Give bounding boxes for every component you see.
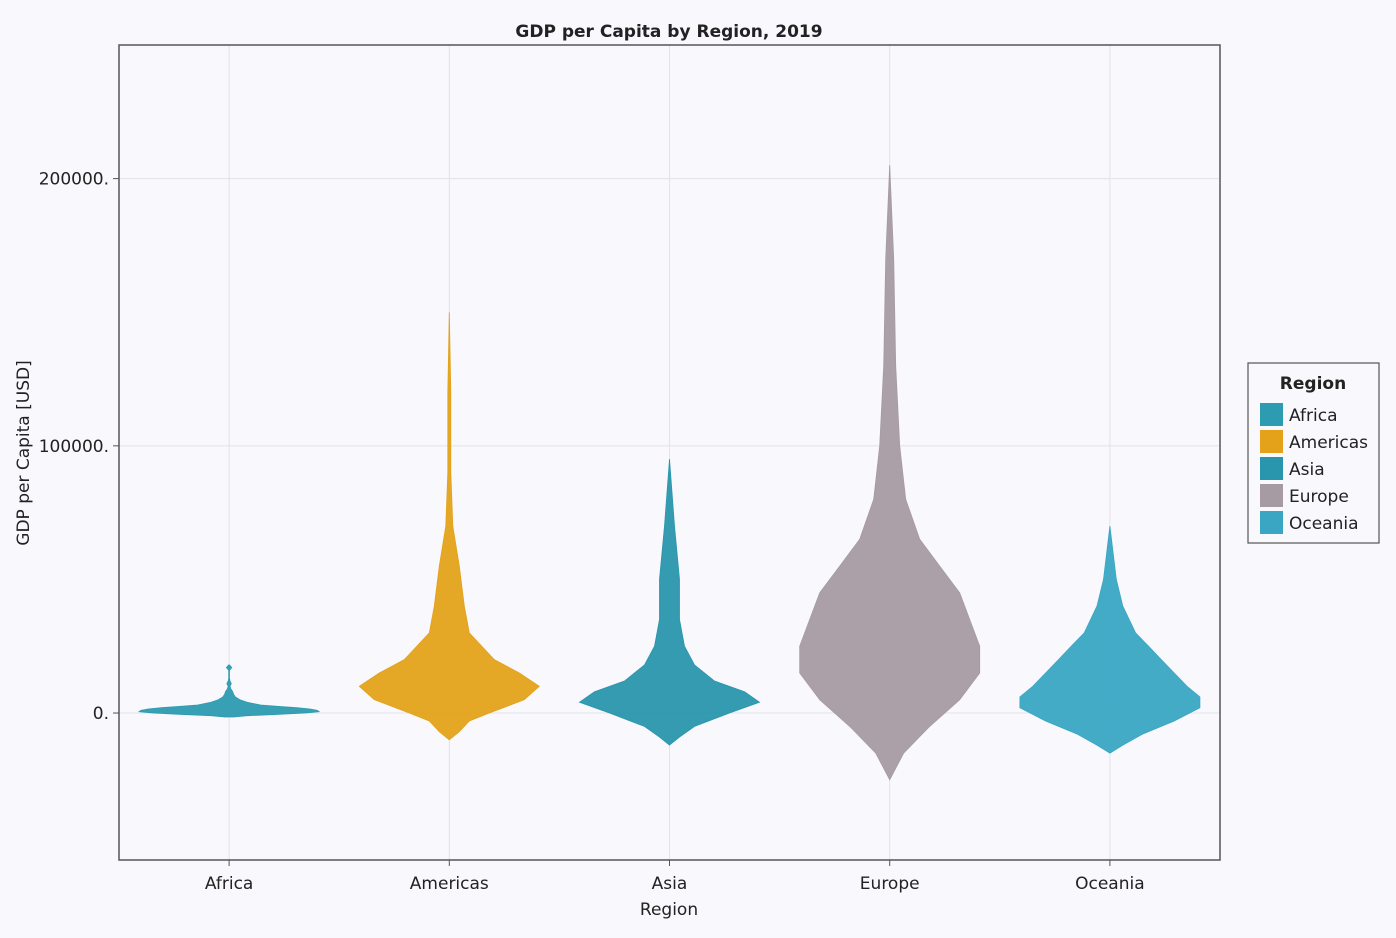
legend-label: Africa [1289,406,1338,426]
legend-swatch [1260,484,1283,507]
x-tick-label: Asia [652,874,688,894]
y-axis-ticks: 0. 100000. 200000. [39,170,119,724]
legend-swatch [1260,457,1283,480]
x-tick-label: Oceania [1075,874,1145,894]
y-axis-label: GDP per Capita [USD] [14,360,34,545]
legend-label: Americas [1289,433,1368,453]
legend-swatch [1260,430,1283,453]
legend: Region Africa Americas Asia Europe Oceania [1247,362,1380,544]
violin-americas [358,312,540,741]
violin-asia [578,459,761,746]
violin-europe [799,165,981,781]
x-axis-label: Region [640,900,698,920]
x-tick-label: Americas [410,874,489,894]
violins [138,165,1201,781]
x-axis-ticks: Africa Americas Asia Europe Oceania [205,860,1145,894]
legend-swatch [1260,511,1283,534]
violin-africa [138,664,321,718]
y-tick-label: 200000. [39,170,109,190]
violin-oceania [1019,525,1201,754]
legend-items: Africa Americas Asia Europe Oceania [1260,403,1368,534]
legend-title: Region [1280,374,1346,394]
legend-label: Asia [1289,460,1325,480]
chart-title: GDP per Capita by Region, 2019 [515,22,822,42]
y-tick-label: 100000. [39,437,109,457]
x-tick-label: Europe [860,874,920,894]
legend-label: Oceania [1289,514,1359,534]
y-tick-label: 0. [93,704,109,724]
legend-label: Europe [1289,487,1349,507]
legend-swatch [1260,403,1283,426]
x-tick-label: Africa [205,874,254,894]
